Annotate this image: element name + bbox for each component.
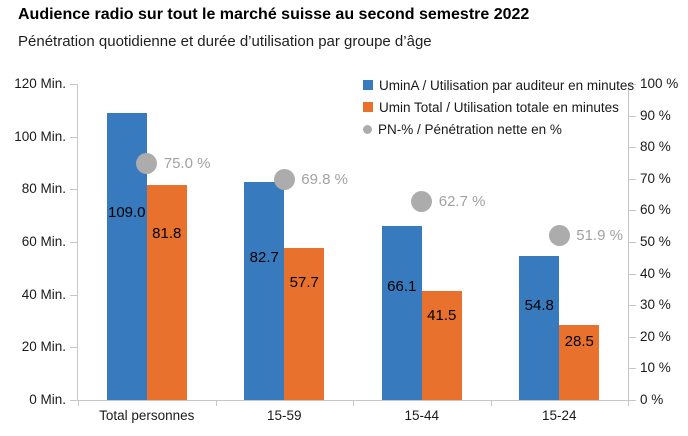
legend-item-pn: PN-% / Pénétration nette en % (363, 118, 634, 140)
x-axis-tick (215, 400, 217, 406)
x-axis-tick (628, 400, 629, 406)
bar-umina-value-label: 66.1 (387, 277, 417, 295)
pn-dot (411, 191, 433, 213)
y-axis-left-tick (70, 136, 78, 138)
y-axis-right-tick (628, 178, 636, 180)
pn-dot (548, 225, 570, 247)
y-axis-right-tick (628, 242, 636, 243)
x-axis-tick (353, 400, 354, 406)
gray-dot-swatch-icon (363, 124, 372, 134)
bar-umin-total-value-label: 81.8 (152, 225, 182, 243)
x-axis-tick (490, 400, 492, 406)
y-axis-right-tick (628, 305, 636, 307)
chart-subtitle: Pénétration quotidienne et durée d’utili… (18, 33, 432, 50)
bar-umin-total (559, 324, 600, 400)
y-axis-right-tick-label: 70 % (640, 170, 671, 186)
bar-umina-value-label: 109.0 (107, 204, 146, 222)
y-axis-right-tick-label: 20 % (640, 328, 671, 344)
y-axis-right-tick-label: 50 % (640, 234, 671, 249)
x-axis-category-label: 15-24 (541, 408, 577, 423)
y-axis-right-tick-label: 80 % (640, 139, 671, 155)
y-axis-left-tick (70, 242, 78, 243)
y-axis-right-tick (628, 400, 636, 401)
y-axis-right-tick (628, 368, 636, 370)
legend: UminA / Utilisation par auditeur en minu… (363, 74, 634, 140)
bar-umin-total (146, 184, 187, 400)
x-axis-tick (78, 400, 79, 406)
y-axis-left-tick (70, 400, 78, 401)
bar-umin-total (284, 248, 325, 400)
x-axis-category-label: Total personnes (99, 408, 195, 423)
blue-square-swatch-icon (363, 80, 373, 90)
y-axis-right-tick-label: 10 % (640, 360, 671, 376)
y-axis-left-tick-label: 60 Min. (21, 234, 66, 249)
y-axis-left-tick (70, 84, 78, 85)
y-axis-right-tick-label: 100 % (640, 76, 679, 91)
pn-value-label: 62.7 % (438, 193, 486, 211)
y-axis-right-tick-label: 60 % (640, 202, 671, 218)
y-axis-right-tick (628, 84, 636, 85)
x-axis-category-label: 15-59 (266, 408, 302, 423)
y-axis-left-tick-label: 100 Min. (14, 128, 66, 144)
y-axis-left-tick (70, 347, 78, 349)
legend-item-label: Umin Total / Utilisation totale en minut… (379, 99, 619, 115)
y-axis-left-tick-label: 0 Min. (29, 392, 66, 407)
y-axis-right-tick-label: 0 % (640, 392, 664, 407)
y-axis-left-tick (70, 294, 78, 296)
pn-value-label: 51.9 % (576, 227, 623, 245)
y-axis-right-tick (628, 336, 636, 338)
x-axis-category-label: 15-44 (404, 408, 440, 423)
pn-dot (273, 168, 295, 190)
bar-umin-total (421, 290, 462, 400)
pn-dot (136, 152, 158, 174)
bar-umina-value-label: 82.7 (249, 249, 279, 267)
bar-umina (244, 182, 285, 400)
y-axis-right-tick (628, 273, 636, 275)
legend-item-label: PN-% / Pénétration nette en % (378, 121, 562, 137)
orange-square-swatch-icon (363, 102, 373, 112)
legend-item-label: UminA / Utilisation par auditeur en minu… (379, 77, 635, 93)
y-axis-left-tick (70, 189, 78, 191)
bar-umina (519, 255, 560, 400)
bar-umina (381, 225, 422, 400)
y-axis-right-tick-label: 40 % (640, 265, 671, 281)
y-axis-left-tick-label: 20 Min. (21, 339, 66, 355)
y-axis-right-tick (628, 147, 636, 149)
y-axis-right-tick (628, 210, 636, 212)
pn-value-label: 69.8 % (301, 170, 348, 188)
y-axis-right-tick-label: 30 % (640, 297, 671, 313)
y-axis-right-tick (628, 115, 636, 117)
bar-umina-value-label: 54.8 (524, 297, 554, 315)
y-axis-right-tick-label: 90 % (640, 107, 671, 123)
bar-umin-total-value-label: 41.5 (427, 306, 457, 324)
bar-umin-total-value-label: 28.5 (564, 333, 594, 351)
chart-title: Audience radio sur tout le marché suisse… (18, 6, 530, 23)
y-axis-left-tick-label: 120 Min. (14, 76, 66, 91)
legend-item-umin-total: Umin Total / Utilisation totale en minut… (363, 96, 634, 118)
y-axis-left-tick-label: 40 Min. (21, 286, 66, 302)
legend-item-umina: UminA / Utilisation par auditeur en minu… (363, 74, 634, 96)
bar-umin-total-value-label: 57.7 (289, 274, 319, 291)
pn-value-label: 75.0 % (163, 154, 211, 172)
y-axis-left-tick-label: 80 Min. (21, 181, 66, 197)
